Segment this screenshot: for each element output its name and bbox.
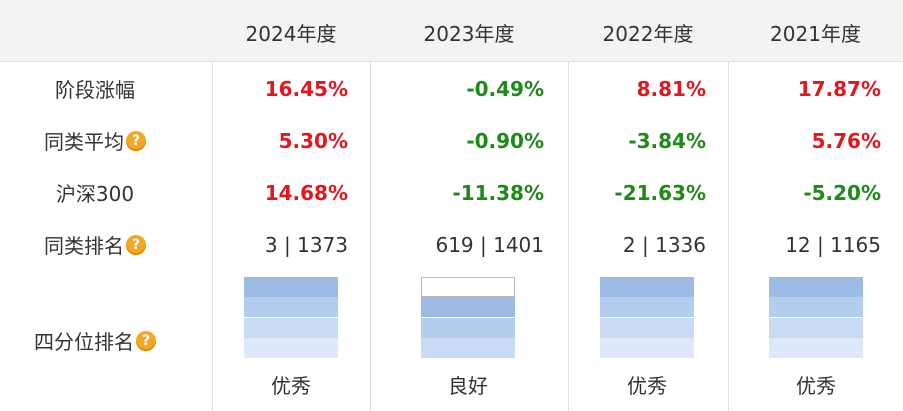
- column-divider: [370, 61, 371, 411]
- help-icon[interactable]: ?: [136, 331, 156, 351]
- quartile-segment: [769, 317, 863, 338]
- row-label-text: 同类平均: [44, 130, 124, 154]
- row-label-peer-average: 同类平均?: [0, 126, 190, 155]
- column-divider: [568, 61, 569, 411]
- col-header-2021: 2021年度: [770, 22, 861, 46]
- quartile-segment: [769, 297, 863, 318]
- quartile-label-2022: 优秀: [627, 374, 667, 398]
- quartile-segment: [600, 297, 694, 318]
- quartile-segment: [244, 337, 338, 358]
- row-label-csi300: 沪深300: [0, 178, 190, 207]
- peer-average-2024: 5.30%: [278, 129, 348, 153]
- stage-return-2023: -0.49%: [466, 77, 544, 101]
- row-label-peer-rank: 同类排名?: [0, 230, 190, 259]
- peer-rank-2021: 12 | 1165: [785, 233, 881, 257]
- col-header-2023: 2023年度: [423, 22, 515, 46]
- quartile-indicator-2021: [769, 277, 863, 358]
- row-label-text: 同类排名: [44, 234, 124, 258]
- quartile-segment: [600, 277, 694, 297]
- row-label-text: 阶段涨幅: [55, 78, 135, 102]
- col-header-2024: 2024年度: [245, 22, 337, 46]
- row-label-stage-return: 阶段涨幅: [0, 74, 190, 103]
- quartile-label-2023: 良好: [448, 374, 488, 398]
- quartile-segment: [244, 277, 338, 297]
- csi300-2024: 14.68%: [264, 181, 348, 205]
- quartile-segment: [244, 317, 338, 338]
- quartile-segment: [421, 297, 515, 318]
- peer-average-2023: -0.90%: [466, 129, 544, 153]
- quartile-segment: [421, 317, 515, 338]
- peer-rank-2023: 619 | 1401: [435, 233, 544, 257]
- quartile-segment: [421, 277, 515, 297]
- peer-average-2022: -3.84%: [628, 129, 706, 153]
- quartile-label-2024: 优秀: [271, 374, 311, 398]
- help-icon[interactable]: ?: [126, 131, 146, 151]
- stage-return-2021: 17.87%: [797, 77, 881, 101]
- peer-rank-2022: 2 | 1336: [622, 233, 706, 257]
- peer-rank-2024: 3 | 1373: [264, 233, 348, 257]
- quartile-segment: [600, 337, 694, 358]
- row-label-text: 四分位排名: [34, 330, 134, 354]
- row-label-text: 沪深300: [55, 182, 135, 206]
- column-divider: [212, 61, 213, 411]
- col-header-2022: 2022年度: [602, 22, 694, 46]
- quartile-segment: [244, 297, 338, 318]
- csi300-2022: -21.63%: [614, 181, 706, 205]
- peer-average-2021: 5.76%: [811, 129, 881, 153]
- quartile-indicator-2023: [421, 277, 515, 358]
- quartile-indicator-2024: [244, 277, 338, 358]
- help-icon[interactable]: ?: [126, 235, 146, 255]
- row-label-quartile: 四分位排名?: [0, 326, 190, 355]
- quartile-segment: [769, 277, 863, 297]
- column-divider: [728, 61, 729, 411]
- table-header: 2024年度 2023年度 2022年度 2021年度: [0, 0, 903, 62]
- quartile-segment: [769, 337, 863, 358]
- csi300-2021: -5.20%: [803, 181, 881, 205]
- quartile-segment: [421, 337, 515, 358]
- quartile-label-2021: 优秀: [796, 374, 836, 398]
- stage-return-2022: 8.81%: [636, 77, 706, 101]
- quartile-segment: [600, 317, 694, 338]
- csi300-2023: -11.38%: [452, 181, 544, 205]
- stage-return-2024: 16.45%: [264, 77, 348, 101]
- quartile-indicator-2022: [600, 277, 694, 358]
